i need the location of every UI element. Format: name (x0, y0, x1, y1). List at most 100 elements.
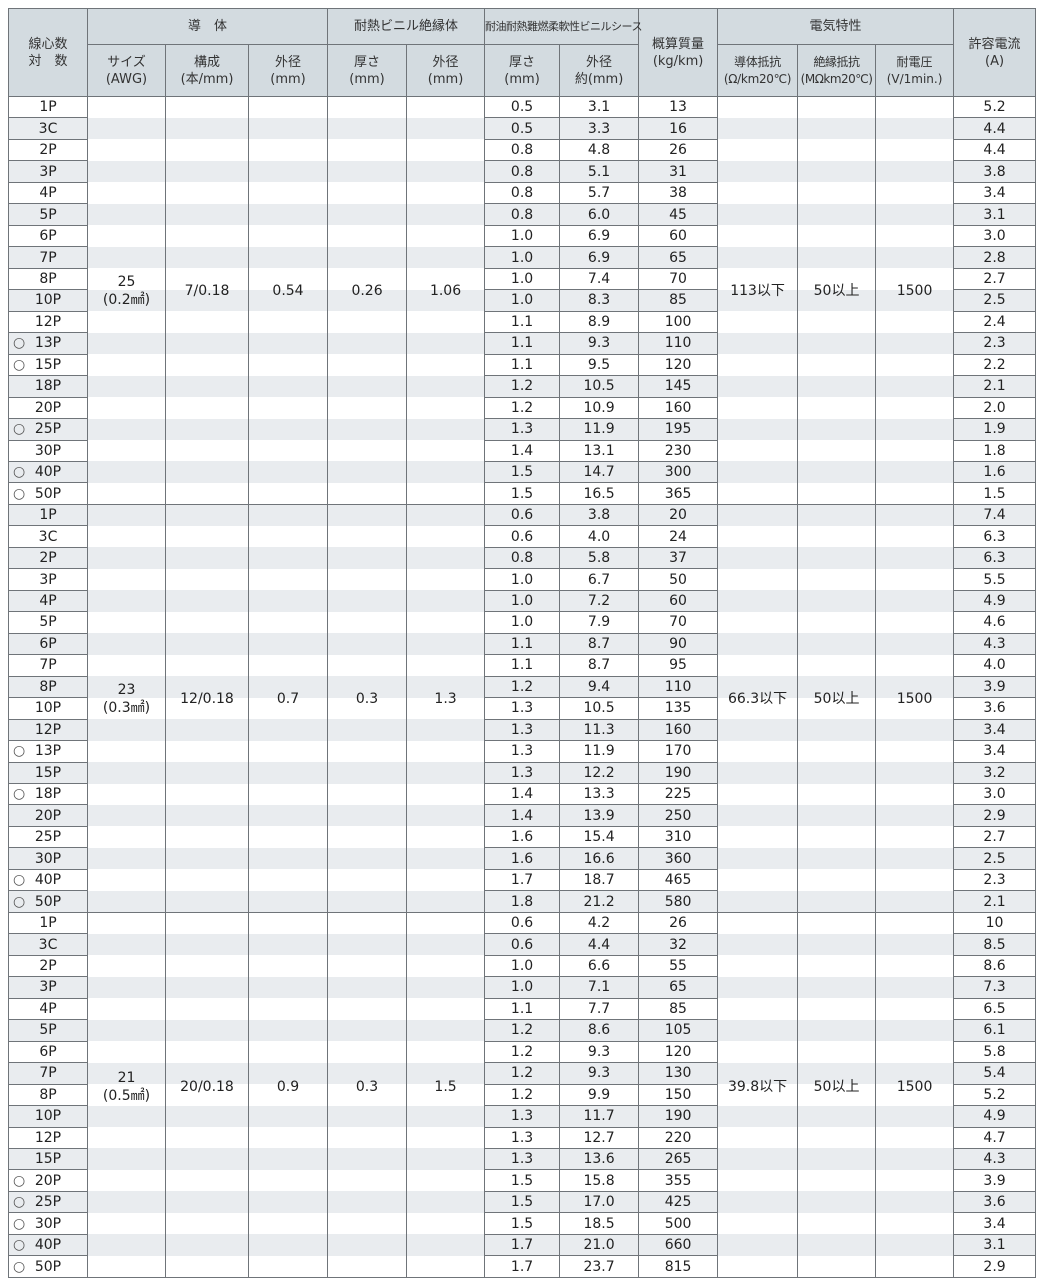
mass-cell: 85 (638, 998, 719, 1021)
table-row: 3C 0.5 3.3 16 4.4 (8, 117, 1037, 140)
insulation-od-cell (406, 139, 486, 161)
table-row: 8P 1.0 7.4 70 2.7 (8, 268, 1037, 291)
insulation-resistance-cell (797, 289, 877, 312)
cores-value: 15P (34, 356, 62, 373)
conductor-resistance: 66.3以下 (727, 691, 788, 708)
current-cell: 3.4 (953, 1212, 1037, 1235)
cores-value: 12P (34, 313, 62, 330)
withstand-voltage-cell (875, 354, 955, 376)
mass-cell: 465 (638, 869, 719, 892)
cores-cell: ○ 25P (8, 418, 88, 441)
sheath-thickness-cell: 0.5 (484, 117, 561, 140)
conductor-composition-cell (165, 482, 249, 505)
insulation-resistance-cell (797, 1191, 877, 1213)
current-cell: 5.8 (953, 1041, 1037, 1064)
withstand-voltage: 1500 (896, 691, 933, 708)
header-insulation: 耐熱ビニル絶縁体 (327, 8, 486, 45)
current-cell: 2.3 (953, 332, 1037, 355)
recommended-circle-icon: ○ (13, 1215, 26, 1232)
conductor-od-cell (247, 654, 329, 677)
table-row: 15P 1.3 12.2 190 3.2 (8, 762, 1037, 785)
current-cell: 3.9 (953, 1169, 1037, 1192)
insulation-od-cell (406, 998, 486, 1020)
insulation-resistance-cell (797, 847, 877, 870)
conductor-od-cell (247, 525, 329, 548)
sheath-od-cell: 7.1 (559, 976, 640, 999)
sheath-od-cell: 8.9 (559, 311, 640, 334)
current-cell: 4.4 (953, 139, 1037, 162)
cores-cell: 5P (8, 611, 88, 634)
cores-cell: ○ 40P (8, 461, 88, 484)
insulation-od-cell (406, 1084, 486, 1106)
conductor-composition-value: 7/0.18 (166, 97, 248, 486)
sheath-od-cell: 12.2 (559, 762, 640, 785)
insulation-od-cell (406, 1062, 486, 1085)
sheath-thickness-cell: 1.1 (484, 354, 561, 377)
withstand-voltage-cell (875, 225, 955, 247)
recommended-circle-icon: ○ (13, 872, 26, 889)
header-insulation-od: 外径 (mm) (406, 44, 486, 97)
insulation-resistance-cell (797, 375, 877, 398)
conductor-size: 23 (117, 682, 136, 699)
table-row: 1P 25 (0.2㎟) 7/0.18 0.54 0.26 1.06 0.5 3.1 13 113以… (8, 96, 1037, 308)
conductor-resistance-cell (717, 160, 799, 183)
insulation-thickness-cell (327, 762, 408, 784)
insulation-od-cell (406, 676, 486, 698)
withstand-voltage-cell (875, 203, 955, 226)
sheath-thickness-cell: 0.8 (484, 203, 561, 226)
mass-cell: 160 (638, 397, 719, 420)
mass-cell: 60 (638, 590, 719, 613)
conductor-od-cell (247, 203, 329, 226)
mass-cell: 300 (638, 461, 719, 484)
cores-value: 25P (34, 1194, 62, 1211)
cores-cell: 1P (8, 504, 88, 527)
header-conductor-composition: 構成 (本/mm) (165, 44, 249, 97)
insulation-resistance-value: 50以上 (798, 97, 875, 486)
sheath-od-cell: 6.6 (559, 955, 640, 978)
recommended-circle-icon: ○ (13, 743, 26, 760)
conductor-resistance-cell (717, 804, 799, 827)
current-cell: 8.6 (953, 955, 1037, 978)
conductor-composition-value: 20/0.18 (166, 913, 248, 1261)
sheath-od-cell: 9.4 (559, 676, 640, 699)
conductor-od-cell (247, 826, 329, 848)
cores-value: 50P (34, 1258, 62, 1275)
sheath-thickness-cell: 1.3 (484, 762, 561, 785)
cores-value: 18P (34, 378, 62, 395)
recommended-circle-icon: ○ (13, 356, 26, 373)
insulation-od-cell (406, 611, 486, 634)
conductor-od-cell (247, 955, 329, 977)
insulation-resistance-cell (797, 418, 877, 440)
conductor-resistance-value: 66.3以下 (718, 505, 797, 894)
cores-value: 3C (38, 528, 58, 545)
sheath-od-cell: 7.9 (559, 611, 640, 634)
sheath-thickness-cell: 1.4 (484, 440, 561, 462)
conductor-composition-cell (165, 1019, 249, 1042)
cores-cell: 7P (8, 654, 88, 677)
cores-value: 6P (39, 635, 57, 652)
table-header: 線心数対 数 導 体 耐熱ビニル絶縁体 耐油耐熱難燃柔軟性ビニルシース 概算質量… (8, 8, 1037, 97)
current-cell: 2.1 (953, 890, 1037, 913)
conductor-composition: 12/0.18 (180, 691, 234, 708)
conductor-od-cell (247, 1127, 329, 1149)
insulation-resistance-cell (797, 461, 877, 483)
insulation-od-value: 1.06 (407, 97, 484, 486)
header-sheath: 耐油耐熱難燃柔軟性ビニルシース (484, 8, 643, 45)
conductor-resistance-cell (717, 976, 799, 999)
table-row: 2P 0.8 5.8 37 6.3 (8, 547, 1037, 570)
mass-cell: 70 (638, 611, 719, 634)
sheath-od-cell: 11.9 (559, 418, 640, 441)
conductor-od-cell (247, 633, 329, 655)
withstand-voltage-cell (875, 1084, 955, 1106)
conductor-resistance-cell (717, 461, 799, 483)
insulation-thickness-cell (327, 289, 408, 312)
conductor-resistance-cell (717, 762, 799, 784)
insulation-od-cell (406, 354, 486, 376)
table-row: 3P 0.8 5.1 31 3.8 (8, 160, 1037, 183)
conductor-size-cell: 21 (0.5㎟) (87, 912, 166, 1104)
sheath-od-cell: 8.7 (559, 633, 640, 656)
cores-cell: ○ 50P (8, 1255, 88, 1278)
sheath-thickness-cell: 1.0 (484, 568, 561, 591)
table-row: 12P 1.3 11.3 160 3.4 (8, 719, 1037, 742)
cores-cell: 3P (8, 160, 88, 183)
